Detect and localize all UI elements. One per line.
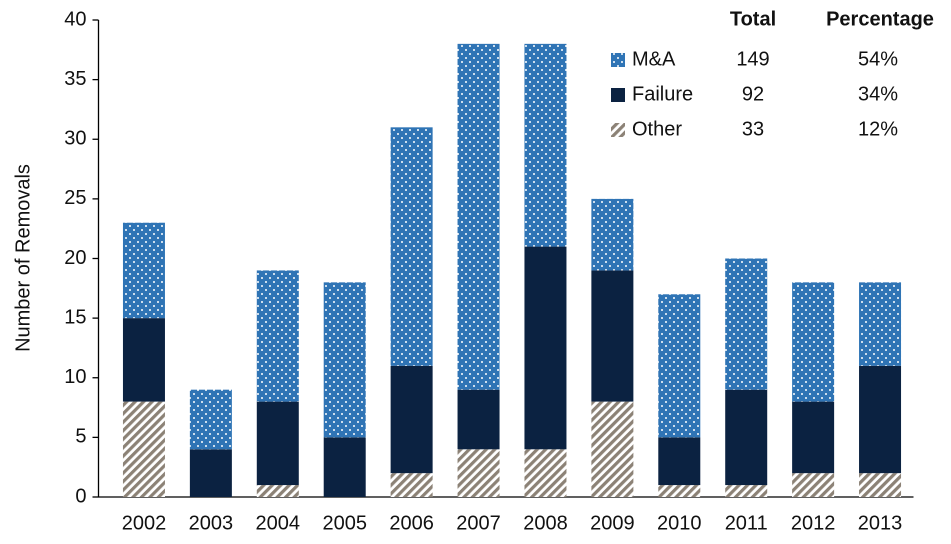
bar-segment <box>725 485 768 497</box>
x-tick-label: 2006 <box>389 512 434 534</box>
x-tick-label: 2013 <box>858 512 903 534</box>
legend-percentage: 34% <box>858 83 898 105</box>
x-tick-label: 2010 <box>657 512 702 534</box>
bar-segment <box>524 246 567 450</box>
legend-swatch <box>611 88 625 102</box>
bar-segment <box>390 473 433 497</box>
legend-percentage: 54% <box>858 48 898 70</box>
y-tick-label: 40 <box>64 8 86 30</box>
legend-percentage: 12% <box>858 118 898 140</box>
y-tick-label: 35 <box>64 68 86 90</box>
bar-segment <box>457 43 500 390</box>
x-tick-label: 2011 <box>725 512 768 534</box>
legend-swatch <box>611 123 625 137</box>
x-tick-label: 2004 <box>256 512 301 534</box>
bar-segment <box>323 437 366 497</box>
x-tick-label: 2002 <box>122 512 167 534</box>
legend-swatch <box>611 53 625 67</box>
x-tick-label: 2008 <box>523 512 568 534</box>
legend-label: Other <box>632 118 682 140</box>
bar-segment <box>323 282 366 438</box>
bar-segment <box>792 473 835 497</box>
y-tick-label: 5 <box>75 426 86 448</box>
bar-segment <box>524 43 567 247</box>
y-tick-label: 20 <box>64 247 86 269</box>
bar-segment <box>591 270 634 402</box>
legend-label: Failure <box>632 83 693 105</box>
y-tick-label: 30 <box>64 128 86 150</box>
y-tick-label: 0 <box>75 485 86 507</box>
bar-segment <box>792 401 835 474</box>
legend-total: 92 <box>742 83 764 105</box>
bar-segment <box>390 365 433 474</box>
legend-header: Total <box>730 8 776 30</box>
y-tick-label: 15 <box>64 306 86 328</box>
legend-header: Percentage <box>826 8 934 30</box>
legend-label: M&A <box>632 48 676 70</box>
bar-segment <box>256 270 299 402</box>
bar-segment <box>792 282 835 402</box>
legend-total: 33 <box>742 118 764 140</box>
y-tick-label: 25 <box>64 187 86 209</box>
x-tick-label: 2012 <box>791 512 836 534</box>
bar-segment <box>122 222 165 319</box>
bar-segment <box>189 389 232 450</box>
x-tick-label: 2009 <box>590 512 635 534</box>
bar-segment <box>725 258 768 390</box>
legend-total: 149 <box>736 48 769 70</box>
bar-segment <box>390 127 433 366</box>
bar-segment <box>457 389 500 450</box>
bar-segment <box>524 449 567 497</box>
bar-segment <box>658 485 701 497</box>
bar-segment <box>122 318 165 402</box>
bar-segment <box>256 401 299 486</box>
bar-segment <box>591 198 634 271</box>
bar-segment <box>122 401 165 497</box>
x-tick-label: 2005 <box>322 512 367 534</box>
x-tick-label: 2003 <box>189 512 234 534</box>
x-tick-label: 2007 <box>456 512 501 534</box>
bar-segment <box>189 449 232 497</box>
y-axis-label: Number of Removals <box>12 164 34 352</box>
bar-segment <box>457 449 500 497</box>
bar-segment <box>859 365 902 474</box>
bar-segment <box>658 437 701 486</box>
bar-segment <box>658 294 701 438</box>
bar-segment <box>256 485 299 497</box>
y-tick-label: 10 <box>64 366 86 388</box>
bar-segment <box>725 389 768 486</box>
bar-segment <box>591 401 634 497</box>
bar-segment <box>859 473 902 497</box>
bar-segment <box>859 282 902 366</box>
